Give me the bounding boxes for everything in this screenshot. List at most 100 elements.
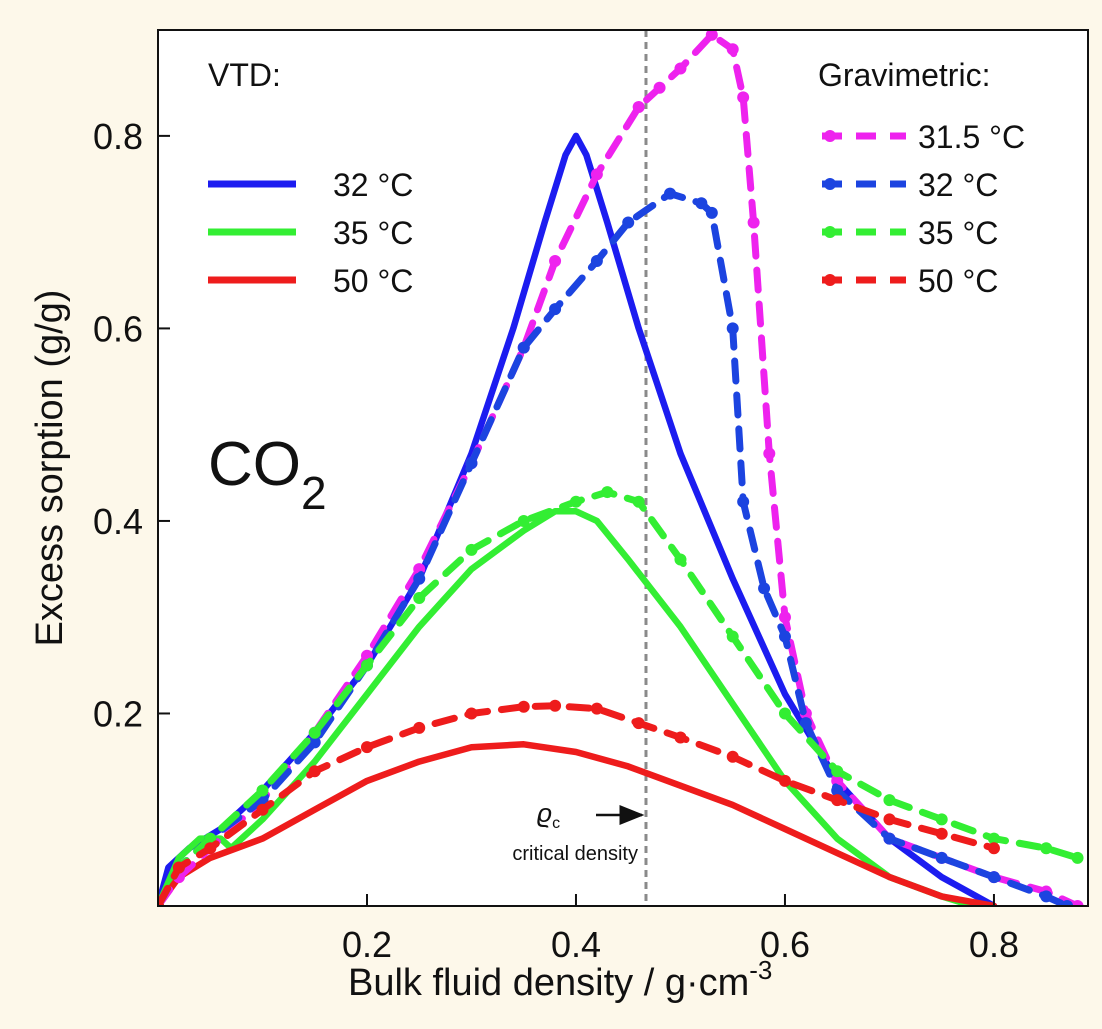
series-point-gravimetric-32-c [664, 187, 677, 200]
series-point-gravimetric-50-c [590, 702, 603, 715]
critical-density-symbol: ϱc [537, 798, 560, 832]
series-point-gravimetric-31-5-c [726, 43, 739, 56]
series-point-gravimetric-32-c [831, 784, 844, 797]
series-point-gravimetric-32-c [622, 216, 635, 229]
series-point-gravimetric-35-c [935, 813, 948, 826]
series-point-gravimetric-32-c [987, 871, 1000, 884]
series-point-gravimetric-32-c [778, 630, 791, 643]
series-point-gravimetric-31-5-c [747, 216, 760, 229]
series-point-gravimetric-35-c [778, 707, 791, 720]
series-point-gravimetric-35-c [632, 495, 645, 508]
series-point-gravimetric-35-c [1040, 842, 1053, 855]
series-point-gravimetric-31-5-c [549, 255, 562, 268]
legend-vtd-label: 32 °C [333, 167, 413, 203]
series-point-gravimetric-32-c [705, 206, 718, 219]
series-point-gravimetric-31-5-c [705, 30, 718, 41]
legend-gravimetric-label: 31.5 °C [918, 119, 1025, 155]
series-line-vtd-35-c [158, 508, 977, 906]
x-axis-label-exponent: -3 [749, 955, 772, 985]
series-point-gravimetric-31-5-c [778, 611, 791, 624]
legend-gravimetric-marker [824, 178, 836, 190]
legend-vtd-label: 50 °C [333, 263, 413, 299]
critical-density-label: critical density [512, 843, 638, 865]
series-point-gravimetric-50-c [204, 842, 217, 855]
x-axis-label: Bulk fluid density / g·cm-3 [348, 955, 772, 1004]
series-point-gravimetric-32-c [726, 322, 739, 335]
series-point-gravimetric-31-5-c [1071, 900, 1084, 906]
series-point-gravimetric-50-c [308, 765, 321, 778]
series-point-gravimetric-50-c [517, 700, 530, 713]
series-point-gravimetric-50-c [674, 731, 687, 744]
series-point-gravimetric-35-c [569, 495, 582, 508]
series-point-gravimetric-50-c [413, 721, 426, 734]
legend-gravimetric-title: Gravimetric: [818, 57, 990, 93]
series-point-gravimetric-50-c [465, 707, 478, 720]
series-point-gravimetric-35-c [883, 794, 896, 807]
series-point-gravimetric-31-5-c [653, 81, 666, 94]
series-point-gravimetric-32-c [590, 255, 603, 268]
y-axis-label: Excess sorption (g/g) [29, 290, 71, 647]
series-point-gravimetric-35-c [987, 832, 1000, 845]
series-point-gravimetric-50-c [158, 900, 164, 906]
legend-vtd-label: 35 °C [333, 215, 413, 251]
series-point-gravimetric-32-c [517, 341, 530, 354]
series-point-gravimetric-50-c [883, 813, 896, 826]
series-point-gravimetric-35-c [1071, 851, 1084, 864]
series-point-gravimetric-35-c [360, 659, 373, 672]
series-line-gravimetric-32-c [158, 190, 1071, 906]
series-point-gravimetric-50-c [935, 827, 948, 840]
series-point-gravimetric-35-c [256, 784, 269, 797]
series-point-gravimetric-50-c [256, 803, 269, 816]
x-tick-label: 0.8 [969, 924, 1019, 965]
y-tick-label: 0.4 [93, 501, 143, 542]
series-point-gravimetric-32-c [737, 495, 750, 508]
series-point-gravimetric-50-c [172, 861, 185, 874]
series-point-gravimetric-35-c [726, 630, 739, 643]
series-point-gravimetric-32-c [308, 736, 321, 749]
legend-gravimetric-marker [824, 274, 836, 286]
series-point-gravimetric-50-c [726, 750, 739, 763]
series-point-gravimetric-50-c [360, 741, 373, 754]
legend-gravimetric-label: 32 °C [918, 167, 998, 203]
series-point-gravimetric-35-c [465, 543, 478, 556]
series-point-gravimetric-32-c [413, 572, 426, 585]
x-tick-label: 0.4 [551, 924, 601, 965]
series-point-gravimetric-31-5-c [674, 62, 687, 75]
series-point-gravimetric-32-c [1040, 890, 1053, 903]
series-point-gravimetric-35-c [413, 591, 426, 604]
legend-gravimetric-label: 35 °C [918, 215, 998, 251]
critical-density-subscript: c [552, 815, 560, 832]
series-point-gravimetric-31-5-c [632, 101, 645, 114]
series-point-gravimetric-35-c [308, 726, 321, 739]
series-point-gravimetric-32-c [758, 582, 771, 595]
legend-gravimetric-label: 50 °C [918, 263, 998, 299]
series-point-gravimetric-31-5-c [590, 168, 603, 181]
gas-label-subscript: 2 [301, 467, 327, 519]
legend-vtd-title: VTD: [208, 57, 281, 93]
series-line-vtd-50-c [158, 741, 998, 906]
y-tick-label: 0.8 [93, 116, 143, 157]
series-point-gravimetric-35-c [674, 553, 687, 566]
legend-gravimetric-marker [824, 226, 836, 238]
y-tick-label: 0.2 [93, 693, 143, 734]
series-point-gravimetric-50-c [987, 842, 1000, 855]
legend-gravimetric-marker [824, 130, 836, 142]
series-point-gravimetric-32-c [549, 303, 562, 316]
series-point-gravimetric-32-c [799, 717, 812, 730]
series-point-gravimetric-50-c [831, 794, 844, 807]
series-point-gravimetric-32-c [695, 197, 708, 210]
series-point-gravimetric-35-c [601, 486, 614, 499]
series-point-gravimetric-32-c [883, 832, 896, 845]
series-point-gravimetric-31-5-c [763, 447, 776, 460]
series-point-gravimetric-35-c [517, 514, 530, 527]
series-point-gravimetric-32-c [1061, 900, 1074, 906]
x-tick-label: 0.6 [760, 924, 810, 965]
series-point-gravimetric-32-c [935, 851, 948, 864]
y-tick-label: 0.6 [93, 308, 143, 349]
series-point-gravimetric-50-c [549, 699, 562, 712]
series-point-gravimetric-50-c [632, 717, 645, 730]
gas-label: CO2 [208, 430, 327, 519]
x-tick-label: 0.2 [342, 924, 392, 965]
plot-frame [157, 29, 1089, 907]
